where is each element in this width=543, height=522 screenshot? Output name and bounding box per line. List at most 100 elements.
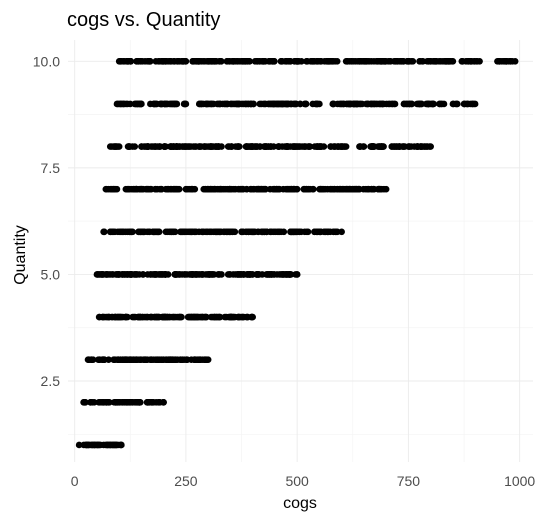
data-point <box>256 58 263 65</box>
data-point <box>391 100 399 108</box>
data-point <box>109 313 116 321</box>
data-point <box>129 313 136 321</box>
data-point <box>155 228 163 236</box>
data-point <box>85 441 92 449</box>
data-point <box>175 185 183 193</box>
data-point <box>117 313 124 321</box>
y-tick-label: 2.5 <box>41 373 61 389</box>
data-point <box>337 100 345 108</box>
data-point <box>336 185 344 193</box>
data-point <box>126 271 134 278</box>
data-point <box>254 185 262 193</box>
data-point <box>197 100 205 108</box>
data-point <box>211 313 218 321</box>
data-point <box>171 228 179 236</box>
x-tick-label: 750 <box>397 473 421 489</box>
data-point <box>368 185 375 193</box>
y-axis-ticks: 2.5 5.0 7.5 10.0 <box>33 53 60 389</box>
data-point <box>136 271 143 278</box>
data-point <box>358 58 366 65</box>
chart-title: cogs vs. Quantity <box>67 9 220 31</box>
data-point <box>236 143 243 150</box>
data-point <box>496 58 503 65</box>
data-point <box>247 143 255 150</box>
data-point <box>75 441 83 449</box>
data-point <box>311 228 318 236</box>
data-point <box>223 100 230 108</box>
data-point <box>239 228 246 236</box>
data-point <box>131 143 139 150</box>
data-point <box>291 228 299 236</box>
data-point <box>380 100 388 108</box>
data-point <box>107 228 115 236</box>
data-point <box>413 100 421 108</box>
data-point <box>94 356 102 364</box>
data-point <box>511 58 519 65</box>
data-point <box>304 228 312 236</box>
data-point <box>151 228 158 236</box>
data-point <box>286 271 294 278</box>
data-point <box>256 143 264 150</box>
data-point <box>345 185 353 193</box>
data-point <box>103 185 110 193</box>
data-point <box>465 58 472 65</box>
x-tick-label: 250 <box>174 473 198 489</box>
data-point <box>204 356 212 364</box>
data-point <box>124 185 132 193</box>
data-point <box>221 313 229 321</box>
data-point <box>207 143 215 150</box>
data-point <box>471 100 479 108</box>
data-point <box>433 58 440 65</box>
data-point <box>310 185 317 193</box>
data-point <box>280 228 288 236</box>
data-point <box>239 58 246 65</box>
data-point <box>418 58 426 65</box>
data-point <box>337 143 345 150</box>
data-point <box>131 100 138 108</box>
data-point <box>371 100 378 108</box>
data-point <box>106 399 113 406</box>
data-point <box>100 228 108 236</box>
data-point <box>294 58 301 65</box>
data-point <box>115 143 123 150</box>
data-point <box>218 271 225 278</box>
data-point <box>380 58 387 65</box>
data-point <box>198 228 206 236</box>
data-point <box>114 271 122 278</box>
data-point <box>145 58 153 65</box>
data-point <box>249 313 256 321</box>
data-point <box>152 271 160 278</box>
data-point <box>183 143 190 150</box>
data-point <box>164 228 172 236</box>
data-point <box>403 100 411 108</box>
data-point <box>342 143 350 150</box>
data-point <box>94 441 101 449</box>
data-point <box>396 143 403 150</box>
data-point <box>114 399 122 406</box>
data-point <box>298 143 306 150</box>
data-point <box>262 143 269 150</box>
data-point <box>417 143 425 150</box>
data-point <box>187 271 194 278</box>
data-point <box>235 185 242 193</box>
data-point <box>293 143 301 150</box>
data-point <box>427 143 434 150</box>
data-point <box>215 313 223 321</box>
data-point <box>137 399 144 406</box>
data-point <box>382 185 390 193</box>
data-point <box>326 58 334 65</box>
data-point <box>293 271 301 278</box>
data-point <box>370 143 377 150</box>
data-point <box>440 100 448 108</box>
data-point <box>118 441 125 449</box>
data-point <box>324 228 332 236</box>
data-point <box>316 100 323 108</box>
data-point <box>276 185 283 193</box>
data-point <box>282 58 289 65</box>
data-point <box>183 356 191 364</box>
data-point <box>201 143 209 150</box>
data-point <box>243 313 251 321</box>
data-point <box>100 356 107 364</box>
data-point <box>302 100 310 108</box>
data-point <box>226 271 233 278</box>
